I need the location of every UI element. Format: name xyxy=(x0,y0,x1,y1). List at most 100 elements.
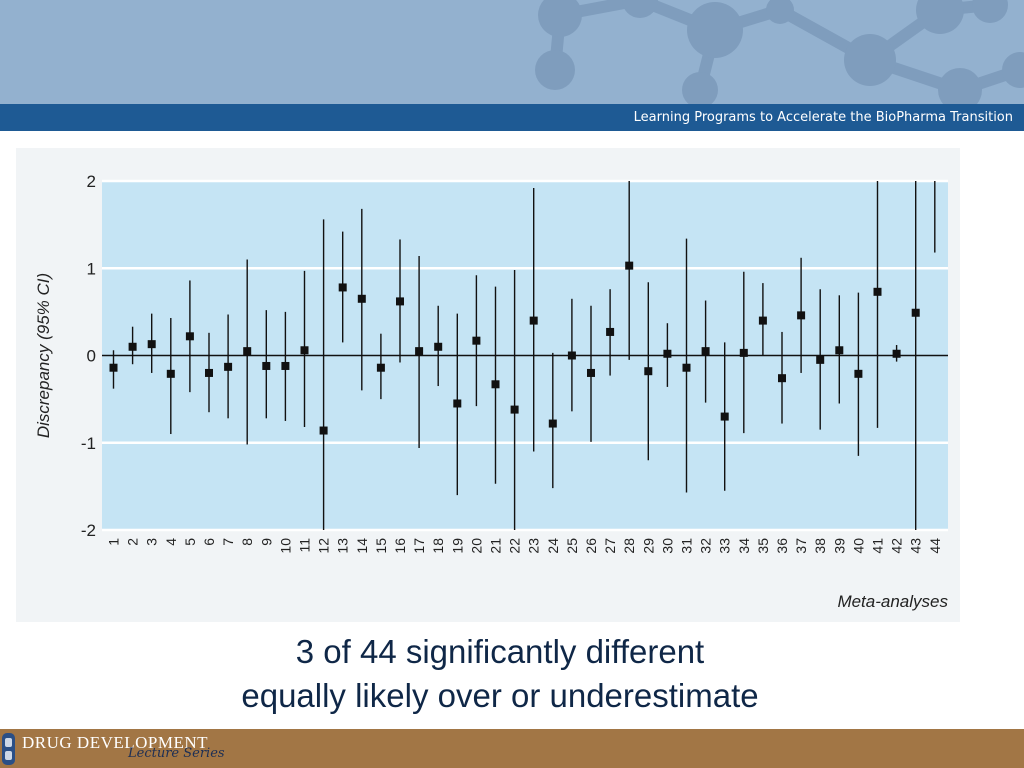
x-tick-label: 3 xyxy=(144,538,160,546)
x-tick-label: 27 xyxy=(602,538,618,554)
point-estimate xyxy=(319,426,328,435)
x-tick-label: 26 xyxy=(583,538,599,554)
point-estimate xyxy=(682,363,691,372)
x-tick-label: 10 xyxy=(277,538,293,554)
x-tick-label: 6 xyxy=(201,538,217,546)
x-tick-label: 41 xyxy=(870,538,886,554)
x-tick-label: 37 xyxy=(793,538,809,554)
y-tick-label: -1 xyxy=(81,434,96,453)
point-estimate xyxy=(166,369,175,378)
point-estimate xyxy=(376,363,385,372)
y-axis-label: Discrepancy (95% CI) xyxy=(34,273,53,438)
x-tick-label: 16 xyxy=(392,538,408,554)
x-tick-label: 42 xyxy=(889,538,905,554)
x-axis-label: Meta-analyses xyxy=(837,592,948,611)
point-estimate xyxy=(300,346,309,355)
x-tick-label: 20 xyxy=(468,538,484,554)
x-tick-label: 29 xyxy=(640,538,656,554)
x-tick-label: 32 xyxy=(698,538,714,554)
header-banner xyxy=(0,0,1024,104)
x-tick-label: 30 xyxy=(659,538,675,554)
x-tick-label: 35 xyxy=(755,538,771,554)
tagline-bar: Learning Programs to Accelerate the BioP… xyxy=(0,104,1024,131)
point-estimate xyxy=(548,419,557,428)
x-tick-label: 28 xyxy=(621,538,637,554)
point-estimate xyxy=(567,351,576,360)
point-estimate xyxy=(434,342,443,351)
x-tick-label: 8 xyxy=(239,538,255,546)
point-estimate xyxy=(701,347,710,356)
x-tick-label: 33 xyxy=(717,538,733,554)
x-tick-label: 43 xyxy=(908,538,924,554)
tagline: Learning Programs to Accelerate the BioP… xyxy=(633,110,1013,125)
brand-name: DRUG DEVELOPMENT xyxy=(22,733,209,752)
brand-subtitle: Lecture Series xyxy=(128,746,225,761)
point-estimate xyxy=(816,355,825,364)
x-tick-label: 17 xyxy=(411,538,427,554)
x-tick-label: 18 xyxy=(430,538,446,554)
x-tick-label: 5 xyxy=(182,538,198,546)
point-estimate xyxy=(453,399,462,408)
point-estimate xyxy=(396,297,404,306)
point-estimate xyxy=(357,294,366,303)
x-tick-label: 38 xyxy=(812,538,828,554)
point-estimate xyxy=(472,336,481,345)
y-tick-label: 1 xyxy=(87,259,96,278)
point-estimate xyxy=(739,348,748,357)
point-estimate xyxy=(262,361,271,370)
footer-bar xyxy=(0,729,1024,768)
x-tick-label: 13 xyxy=(335,538,351,554)
point-estimate xyxy=(128,342,137,351)
x-tick-label: 21 xyxy=(488,538,504,554)
point-estimate xyxy=(873,287,882,296)
point-estimate xyxy=(205,368,213,377)
x-tick-label: 36 xyxy=(774,538,790,554)
point-estimate xyxy=(892,349,901,358)
point-estimate xyxy=(415,347,424,356)
point-estimate xyxy=(778,374,786,383)
x-tick-label: 7 xyxy=(220,538,236,546)
point-estimate xyxy=(491,380,500,389)
x-tick-label: 11 xyxy=(297,538,313,553)
x-tick-label: 24 xyxy=(545,538,561,554)
x-tick-label: 14 xyxy=(354,538,370,554)
x-tick-label: 12 xyxy=(316,538,332,554)
x-tick-label: 44 xyxy=(927,538,943,554)
x-tick-label: 22 xyxy=(507,538,523,554)
x-tick-label: 23 xyxy=(526,538,542,554)
chart-panel: 2 1 0 -1 -2 Discrepancy (95% CI) Meta-analyses… xyxy=(16,148,960,622)
x-tick-label: 40 xyxy=(850,538,866,554)
point-estimate xyxy=(185,332,194,341)
point-estimate xyxy=(835,346,844,355)
point-estimate xyxy=(510,405,519,414)
point-estimate xyxy=(281,361,290,370)
y-tick-label: 0 xyxy=(87,347,96,366)
point-estimate xyxy=(606,327,615,336)
point-estimate xyxy=(797,311,806,320)
x-tick-label: 19 xyxy=(449,538,465,554)
slide-caption: 3 of 44 significantly different equally … xyxy=(0,630,1000,718)
x-tick-label: 34 xyxy=(736,538,752,554)
point-estimate xyxy=(338,283,347,292)
molecule-graphic xyxy=(535,0,1024,104)
point-estimate xyxy=(911,308,920,317)
x-tick-label: 31 xyxy=(679,538,695,554)
point-estimate xyxy=(243,347,252,356)
point-estimate xyxy=(758,316,767,325)
point-estimate xyxy=(720,412,729,421)
x-tick-label: 15 xyxy=(373,538,389,554)
x-tick-label: 2 xyxy=(125,538,141,546)
logo-mark-icon xyxy=(2,733,15,765)
x-tick-label: 4 xyxy=(163,538,179,546)
x-tick-label: 1 xyxy=(106,538,122,546)
x-tick-label: 39 xyxy=(831,538,847,554)
point-estimate xyxy=(663,349,672,358)
x-tick-label: 25 xyxy=(564,538,580,554)
point-estimate xyxy=(587,368,595,377)
caption-line-2: equally likely over or underestimate xyxy=(241,677,759,714)
point-estimate xyxy=(147,340,156,349)
y-tick-label: -2 xyxy=(81,521,96,540)
point-estimate xyxy=(224,362,233,371)
point-estimate xyxy=(854,369,863,378)
